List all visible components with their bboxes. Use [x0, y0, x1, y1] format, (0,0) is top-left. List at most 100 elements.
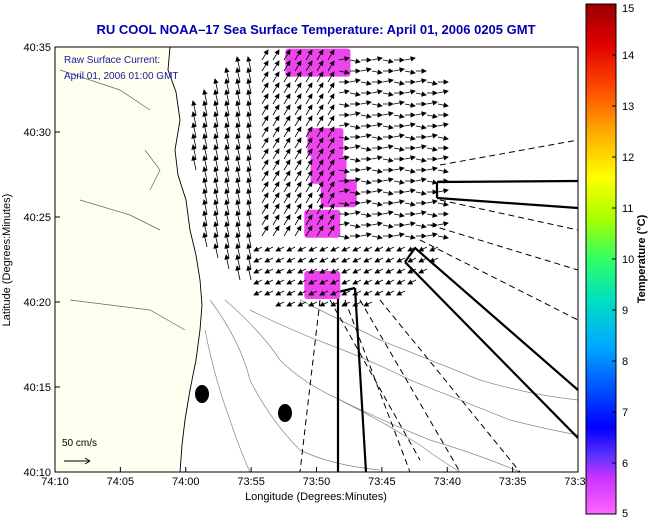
current-vector: [316, 170, 324, 182]
current-vector: [385, 246, 395, 252]
current-vector: [264, 246, 274, 252]
current-vector: [235, 232, 241, 248]
current-vector: [235, 56, 241, 72]
current-vector: [316, 148, 324, 160]
current-vector: [202, 232, 208, 248]
current-vector: [235, 67, 241, 83]
current-vector: [385, 268, 395, 274]
current-vector: [426, 199, 438, 205]
current-vector: [213, 133, 219, 149]
beam-edge: [337, 286, 356, 294]
current-vector: [437, 122, 449, 128]
current-vector: [202, 210, 208, 226]
current-vector: [246, 56, 252, 72]
current-vector: [294, 148, 302, 160]
current-vector: [297, 246, 307, 252]
colorbar-tick-label: 12: [622, 152, 634, 164]
current-vector: [415, 157, 427, 163]
current-vector: [275, 290, 285, 296]
current-vector: [363, 257, 373, 263]
current-vector: [415, 210, 427, 216]
current-vector: [305, 126, 313, 138]
current-vector: [327, 126, 335, 138]
colorbar-tick-label: 14: [622, 50, 634, 62]
current-vector: [372, 112, 383, 118]
current-vector: [294, 82, 302, 94]
current-vector: [224, 210, 230, 226]
current-vector: [319, 257, 329, 263]
beam-dashed: [329, 299, 421, 461]
current-vector: [371, 188, 383, 194]
current-vector: [338, 188, 350, 194]
current-vector: [264, 257, 274, 263]
current-vector: [382, 78, 394, 84]
current-vector: [415, 124, 427, 130]
current-vector: [382, 58, 394, 64]
current-vector: [415, 144, 427, 150]
current-vector: [407, 257, 417, 263]
current-vector: [224, 254, 230, 270]
colorbar-label: Temperature (°C): [636, 214, 648, 303]
current-vector: [339, 211, 350, 217]
current-vector: [316, 71, 324, 83]
current-vector: [305, 148, 313, 160]
current-vector: [275, 279, 285, 285]
beam-edge: [353, 287, 368, 472]
current-vector: [382, 210, 394, 216]
current-vector: [213, 111, 219, 127]
current-vector: [272, 93, 280, 105]
current-vector: [283, 60, 291, 72]
current-vector: [349, 223, 361, 229]
current-vector: [426, 212, 438, 218]
current-vector: [272, 49, 280, 61]
current-vector: [350, 167, 361, 173]
current-vector: [349, 177, 361, 183]
current-vector: [352, 246, 362, 252]
current-vector: [224, 78, 230, 94]
current-vector: [437, 234, 449, 240]
current-vector: [382, 124, 394, 130]
current-vector: [224, 89, 230, 105]
current-vector: [261, 225, 269, 237]
current-vector: [438, 112, 449, 118]
current-vector: [246, 188, 252, 204]
beam-edge: [436, 179, 578, 184]
y-axis-ticks: 40:10 40:15 40:20 40:25 40:30 40:35: [23, 42, 60, 479]
current-vector: [382, 111, 394, 117]
current-vector: [191, 133, 197, 149]
current-vector: [407, 268, 417, 274]
current-vector: [286, 301, 296, 307]
current-vector: [305, 203, 313, 215]
current-vector: [426, 179, 438, 185]
current-vector: [319, 279, 329, 285]
current-vector: [360, 179, 372, 185]
current-vector: [338, 168, 350, 174]
current-vector: [363, 290, 373, 296]
current-vector: [283, 159, 291, 171]
current-vector: [341, 268, 351, 274]
sst-patch: [307, 128, 344, 157]
current-vector: [283, 137, 291, 149]
current-vector: [294, 60, 302, 72]
current-vector: [319, 246, 329, 252]
current-vector: [327, 148, 335, 160]
current-vector: [305, 181, 313, 193]
current-vector: [371, 201, 383, 207]
current-vector: [371, 221, 383, 227]
current-vector: [394, 222, 405, 228]
current-vector: [235, 243, 241, 259]
current-vector: [283, 82, 291, 94]
current-vector: [383, 68, 394, 74]
current-vector: [418, 246, 428, 252]
current-vector: [235, 111, 241, 127]
current-vector: [405, 211, 416, 217]
current-vector: [427, 189, 438, 195]
current-vector: [405, 145, 416, 151]
current-vector: [404, 69, 416, 75]
current-vector: [308, 268, 318, 274]
x-axis-ticks: 74:10 74:05 74:00 73:55 73:50 73:45 73:40 73:35…: [41, 467, 592, 488]
current-vector: [385, 257, 395, 263]
current-vector: [437, 201, 449, 207]
current-vector: [394, 156, 405, 162]
current-vector: [283, 181, 291, 193]
